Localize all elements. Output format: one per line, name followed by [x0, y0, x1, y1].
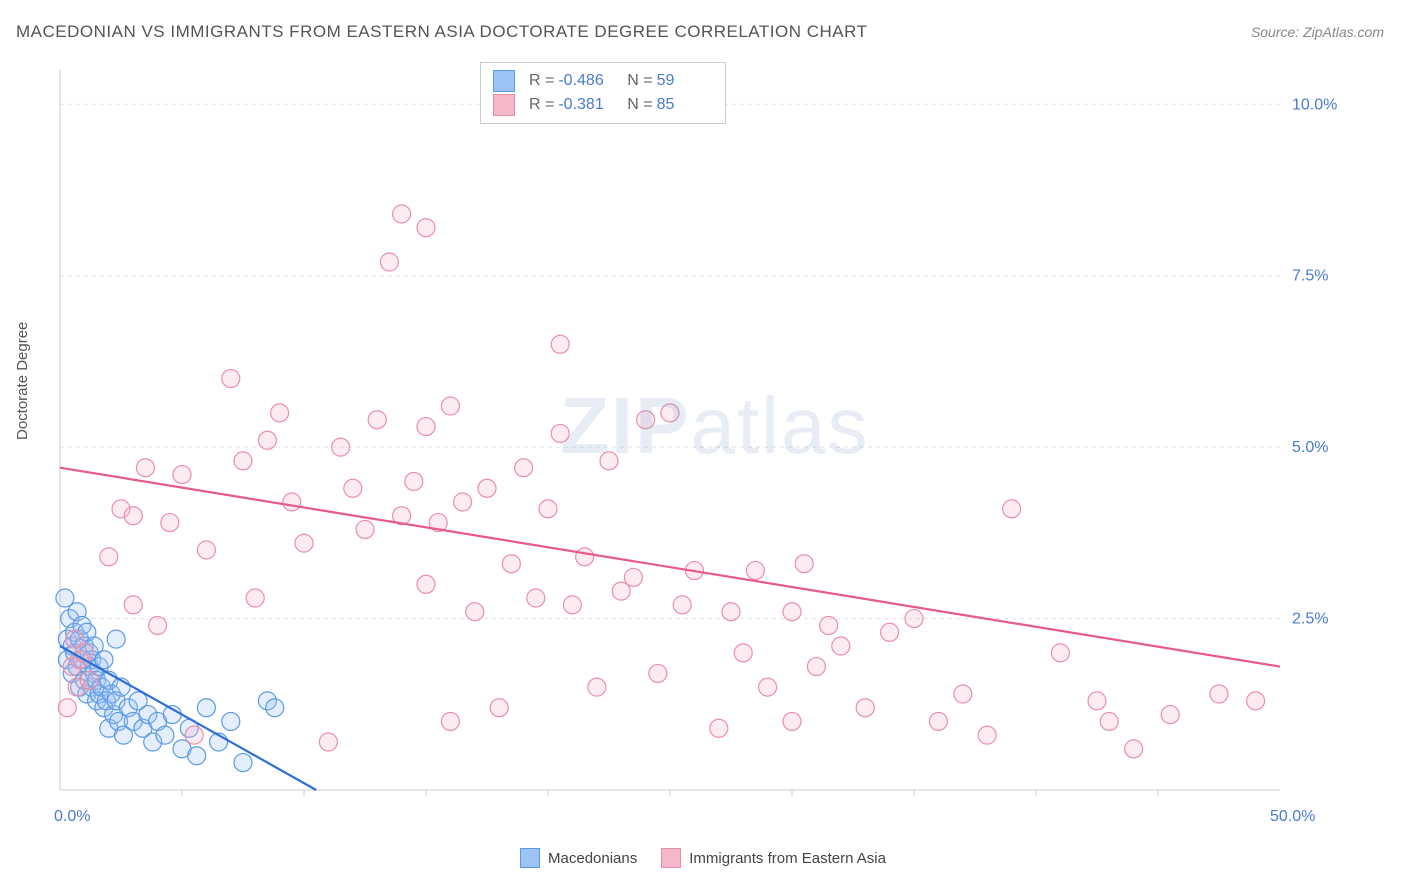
- legend-label: Macedonians: [548, 850, 637, 867]
- stat-n-label: N =: [618, 69, 652, 93]
- x-max-label: 50.0%: [1270, 808, 1315, 826]
- svg-text:10.0%: 10.0%: [1292, 96, 1337, 113]
- legend-swatch: [661, 848, 681, 868]
- legend-label: Immigrants from Eastern Asia: [689, 850, 886, 867]
- legend-item: Macedonians: [520, 848, 637, 868]
- stat-r-label: R =: [529, 93, 554, 117]
- stat-n-value: 85: [657, 93, 713, 117]
- chart-title: MACEDONIAN VS IMMIGRANTS FROM EASTERN AS…: [16, 22, 867, 42]
- legend-item: Immigrants from Eastern Asia: [661, 848, 886, 868]
- scatter-plot-svg: 2.5% 5.0% 7.5% 10.0%: [50, 60, 1350, 820]
- stat-n-value: 59: [657, 69, 713, 93]
- stat-row: R =-0.381 N =85: [493, 93, 713, 117]
- stat-r-value: -0.486: [558, 69, 614, 93]
- correlation-stats-box: R =-0.486 N =59R =-0.381 N =85: [480, 62, 726, 124]
- bottom-legend: Macedonians Immigrants from Eastern Asia: [0, 848, 1406, 872]
- stat-r-value: -0.381: [558, 93, 614, 117]
- x-min-label: 0.0%: [54, 808, 90, 826]
- legend-swatch: [520, 848, 540, 868]
- svg-text:7.5%: 7.5%: [1292, 268, 1328, 285]
- source-label: Source: ZipAtlas.com: [1251, 24, 1384, 40]
- chart-area: 2.5%5.0%7.5%10.0% 0.0%50.0%: [50, 60, 1350, 820]
- stat-r-label: R =: [529, 69, 554, 93]
- svg-text:5.0%: 5.0%: [1292, 439, 1328, 456]
- stat-n-label: N =: [618, 93, 652, 117]
- stat-swatch: [493, 94, 515, 116]
- stat-swatch: [493, 70, 515, 92]
- stat-row: R =-0.486 N =59: [493, 69, 713, 93]
- y-axis-label: Doctorate Degree: [14, 322, 31, 440]
- svg-text:2.5%: 2.5%: [1292, 611, 1328, 628]
